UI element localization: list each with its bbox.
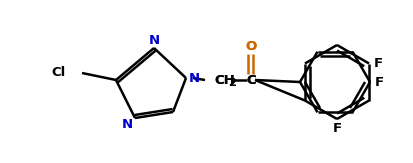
Text: F: F [373,57,382,70]
Text: N: N [121,119,133,132]
Text: C: C [246,74,256,87]
Text: F: F [375,75,384,89]
Text: CH: CH [214,74,235,87]
Text: F: F [332,121,342,134]
Text: O: O [245,40,256,53]
Text: C: C [246,74,256,87]
Text: N: N [148,35,159,47]
Polygon shape [250,0,413,163]
Text: CH: CH [214,74,235,87]
Text: 2: 2 [228,78,236,88]
Text: N: N [188,72,199,84]
Text: Cl: Cl [51,67,65,80]
Text: O: O [245,40,256,53]
Text: 2: 2 [228,78,236,88]
